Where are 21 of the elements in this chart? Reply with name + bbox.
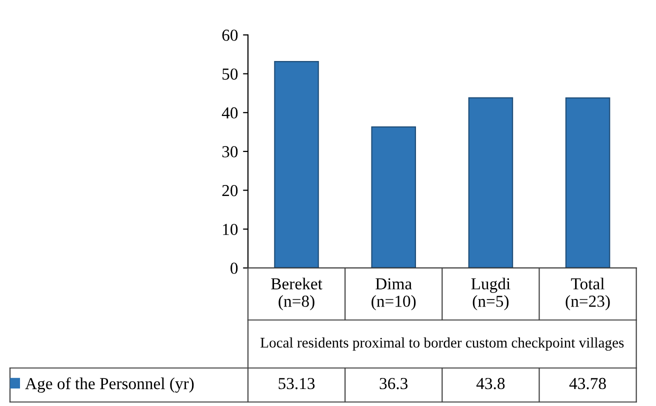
- x-axis-title: Local residents proximal to border custom checkpoint villages: [260, 337, 624, 351]
- data-label: 53.13: [278, 378, 315, 390]
- bar: [565, 97, 610, 268]
- y-tick-label: 60: [222, 30, 238, 41]
- y-tick-label: 50: [222, 68, 238, 80]
- x-tick-label: Total (n=23): [566, 278, 610, 310]
- bar: [274, 61, 319, 268]
- x-tick-label: Bereket (n=8): [271, 278, 322, 310]
- data-label: 43.78: [569, 378, 606, 390]
- y-tick-label: 20: [222, 184, 238, 196]
- y-tick-label: 40: [222, 107, 238, 119]
- legend-label: Age of the Personnel (yr): [25, 377, 194, 393]
- y-tick-label: 0: [230, 262, 238, 274]
- data-label: 36.3: [380, 378, 408, 390]
- y-tick-label: 10: [223, 224, 238, 236]
- bar: [371, 126, 416, 268]
- x-tick-label: Dima (n=10): [372, 278, 416, 310]
- y-tick-label: 30: [222, 146, 238, 158]
- bar: [468, 97, 514, 268]
- x-tick-label: Lugdi (n=5): [471, 278, 510, 310]
- data-label: 43.8: [476, 378, 505, 390]
